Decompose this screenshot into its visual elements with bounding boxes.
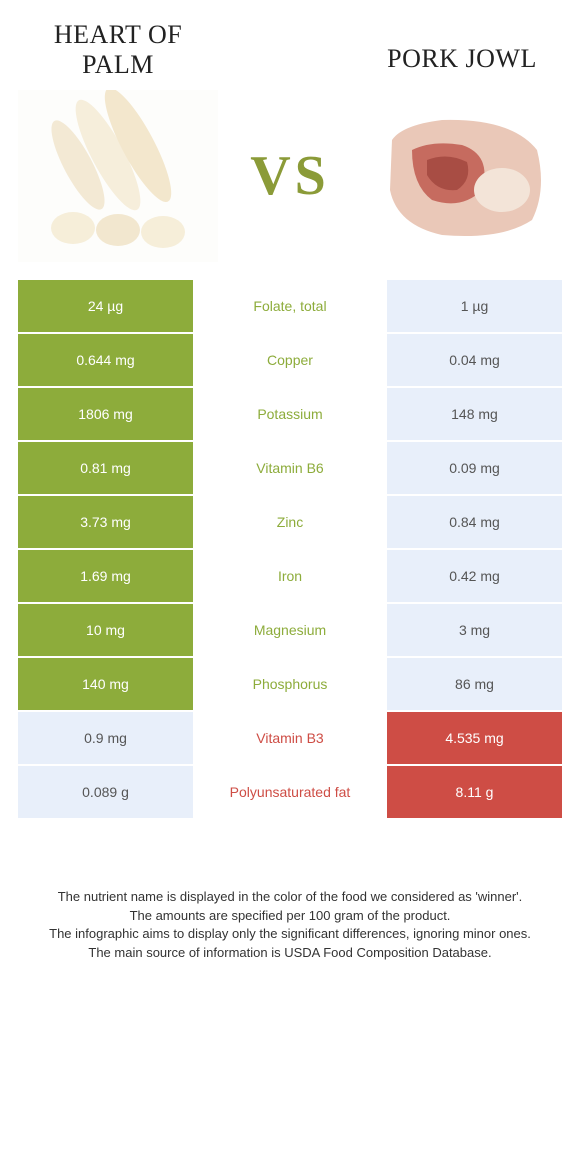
right-value: 3 mg	[387, 604, 562, 656]
vs-label: VS	[250, 144, 330, 208]
table-row: 24 µgFolate, total1 µg	[18, 278, 562, 332]
images-row: VS	[18, 90, 562, 262]
nutrient-name: Potassium	[193, 388, 387, 440]
left-value: 10 mg	[18, 604, 193, 656]
right-value: 4.535 mg	[387, 712, 562, 764]
nutrient-name: Magnesium	[193, 604, 387, 656]
infographic: Heart of Palm Pork Jowl VS	[0, 0, 580, 963]
right-food-title: Pork Jowl	[362, 44, 562, 74]
left-value: 140 mg	[18, 658, 193, 710]
footer-line: The amounts are specified per 100 gram o…	[28, 907, 552, 926]
table-row: 0.089 gPolyunsaturated fat8.11 g	[18, 764, 562, 818]
footer-line: The infographic aims to display only the…	[28, 925, 552, 944]
table-row: 10 mgMagnesium3 mg	[18, 602, 562, 656]
header: Heart of Palm Pork Jowl	[18, 20, 562, 80]
left-value: 1806 mg	[18, 388, 193, 440]
table-row: 1.69 mgIron0.42 mg	[18, 548, 562, 602]
nutrient-name: Zinc	[193, 496, 387, 548]
footer-line: The nutrient name is displayed in the co…	[28, 888, 552, 907]
left-value: 0.81 mg	[18, 442, 193, 494]
table-row: 140 mgPhosphorus86 mg	[18, 656, 562, 710]
nutrient-name: Phosphorus	[193, 658, 387, 710]
left-food-title: Heart of Palm	[18, 20, 218, 80]
table-row: 3.73 mgZinc0.84 mg	[18, 494, 562, 548]
table-row: 0.9 mgVitamin B34.535 mg	[18, 710, 562, 764]
right-value: 148 mg	[387, 388, 562, 440]
nutrient-name: Vitamin B3	[193, 712, 387, 764]
left-value: 0.644 mg	[18, 334, 193, 386]
left-value: 24 µg	[18, 280, 193, 332]
right-value: 0.84 mg	[387, 496, 562, 548]
nutrient-name: Folate, total	[193, 280, 387, 332]
nutrient-name: Polyunsaturated fat	[193, 766, 387, 818]
footer-notes: The nutrient name is displayed in the co…	[18, 888, 562, 963]
comparison-table: 24 µgFolate, total1 µg0.644 mgCopper0.04…	[18, 278, 562, 818]
left-value: 1.69 mg	[18, 550, 193, 602]
right-value: 0.09 mg	[387, 442, 562, 494]
footer-line: The main source of information is USDA F…	[28, 944, 552, 963]
right-food-image	[362, 90, 562, 262]
table-row: 0.644 mgCopper0.04 mg	[18, 332, 562, 386]
left-food-image	[18, 90, 218, 262]
nutrient-name: Vitamin B6	[193, 442, 387, 494]
right-value: 0.42 mg	[387, 550, 562, 602]
nutrient-name: Copper	[193, 334, 387, 386]
left-value: 3.73 mg	[18, 496, 193, 548]
table-row: 0.81 mgVitamin B60.09 mg	[18, 440, 562, 494]
right-value: 1 µg	[387, 280, 562, 332]
left-value: 0.089 g	[18, 766, 193, 818]
right-value: 8.11 g	[387, 766, 562, 818]
table-row: 1806 mgPotassium148 mg	[18, 386, 562, 440]
right-value: 0.04 mg	[387, 334, 562, 386]
right-value: 86 mg	[387, 658, 562, 710]
nutrient-name: Iron	[193, 550, 387, 602]
left-value: 0.9 mg	[18, 712, 193, 764]
